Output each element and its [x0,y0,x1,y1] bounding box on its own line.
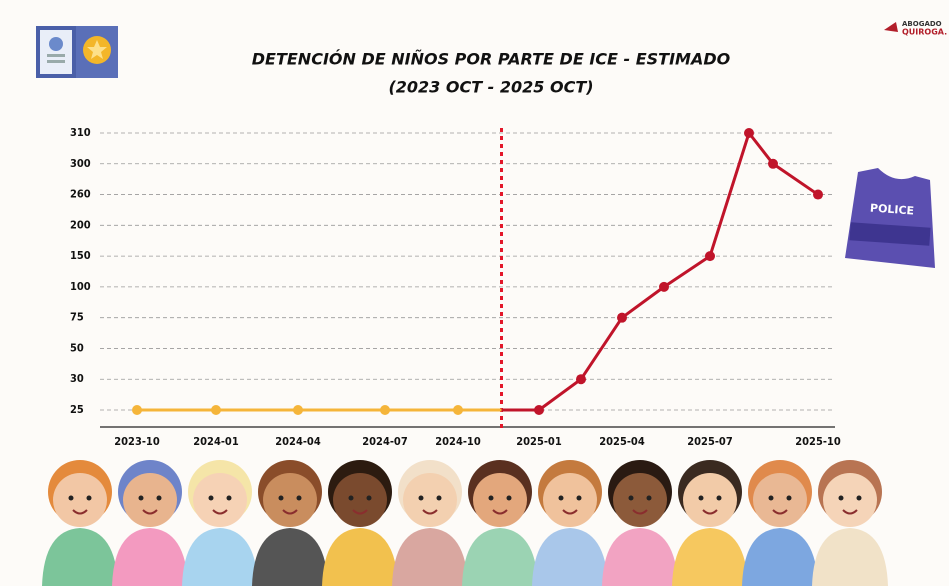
kid-eye [297,496,302,501]
kid-face [543,473,597,527]
chart-subtitle: (2023 OCT - 2025 OCT) [388,78,593,97]
x-tick-label: 2024-07 [362,435,408,448]
kid-face [613,473,667,527]
kid-eye [209,496,214,501]
data-point [453,405,463,415]
data-point [380,405,390,415]
x-tick-label: 2025-07 [687,435,733,448]
y-tick-label: 260 [70,188,91,201]
data-point [659,282,669,292]
data-point [534,405,544,415]
kid-eye [559,496,564,501]
x-tick-label: 2024-01 [193,435,239,448]
data-point [132,405,142,415]
y-tick-label: 50 [70,341,84,354]
x-tick-label: 2025-04 [599,435,645,448]
x-tick-label: 2024-04 [275,435,321,448]
kid-eye [489,496,494,501]
y-tick-label: 75 [70,311,84,324]
data-point [768,159,778,169]
kid-eye [349,496,354,501]
kid-eye [157,496,162,501]
kid-eye [717,496,722,501]
kid-face [333,473,387,527]
data-point [744,128,754,138]
kid-eye [507,496,512,501]
kid-eye [577,496,582,501]
kid-eye [367,496,372,501]
y-tick-label: 310 [70,126,91,139]
kid-face [403,473,457,527]
data-point [576,374,586,384]
kid-eye [279,496,284,501]
data-point [705,251,715,261]
kid-eye [647,496,652,501]
kid-face [123,473,177,527]
chart-title: DETENCIÓN DE NIÑOS POR PARTE DE ICE - ES… [252,50,731,69]
kid-eye [699,496,704,501]
y-tick-label: 25 [70,403,84,416]
data-point [293,405,303,415]
kid-eye [629,496,634,501]
badge-icon [36,26,118,78]
kid-eye [87,496,92,501]
kid-eye [69,496,74,501]
y-tick-label: 300 [70,157,91,170]
kid-face [823,473,877,527]
kid-eye [769,496,774,501]
kid-face [53,473,107,527]
data-point [813,190,823,200]
kid-face [193,473,247,527]
kid-face [683,473,737,527]
kid-face [753,473,807,527]
y-tick-label: 200 [70,218,91,231]
y-tick-label: 150 [70,249,91,262]
x-tick-label: 2025-10 [795,435,841,448]
police-vest: POLICE [845,168,935,268]
kid-face [263,473,317,527]
y-tick-label: 100 [70,280,91,293]
kid-eye [787,496,792,501]
data-point [211,405,221,415]
page: ABOGADO QUIROGA. POLICE DETENCIÓN DE NIÑ… [0,0,949,586]
kid-eye [437,496,442,501]
kid-eye [139,496,144,501]
logo-text: QUIROGA. [902,28,947,37]
data-point [617,313,627,323]
kid-eye [227,496,232,501]
kid-eye [839,496,844,501]
x-tick-label: 2023-10 [114,435,160,448]
kid-face [473,473,527,527]
x-tick-label: 2025-01 [516,435,562,448]
kid-eye [419,496,424,501]
y-tick-label: 30 [70,372,84,385]
kid-eye [857,496,862,501]
x-tick-label: 2024-10 [435,435,481,448]
